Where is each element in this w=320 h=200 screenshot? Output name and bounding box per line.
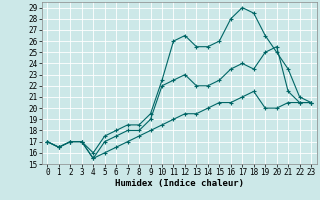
X-axis label: Humidex (Indice chaleur): Humidex (Indice chaleur)	[115, 179, 244, 188]
